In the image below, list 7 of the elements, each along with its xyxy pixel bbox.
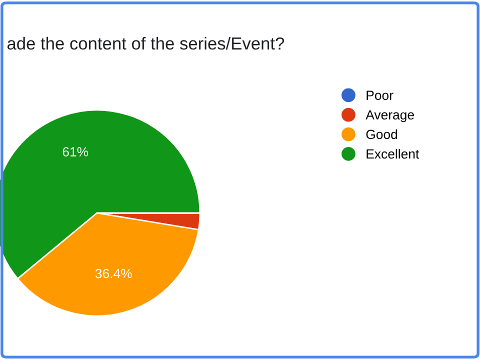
- chart-title: ade the content of the series/Event?: [7, 36, 284, 50]
- legend-label: Average: [366, 110, 414, 122]
- data-label: 36.4%: [95, 268, 132, 278]
- legend-label: Poor: [366, 90, 394, 100]
- legend-label: Good: [366, 129, 398, 140]
- data-label: 61%: [62, 147, 88, 156]
- legend-label: Excellent: [366, 148, 420, 159]
